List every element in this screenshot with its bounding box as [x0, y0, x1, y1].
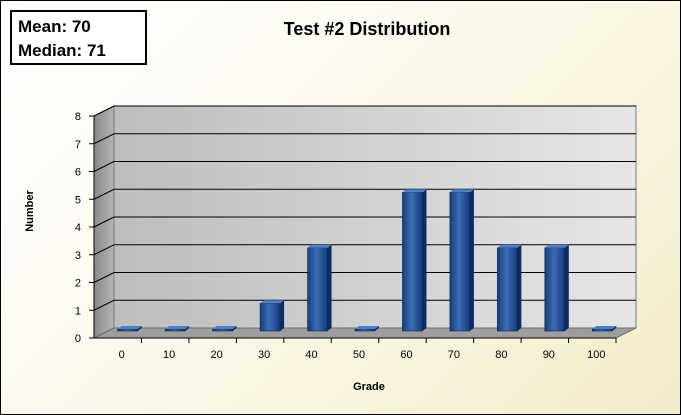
y-tick-label: 8	[75, 111, 81, 123]
bar	[591, 326, 617, 332]
bar-front	[354, 328, 376, 332]
bar-front	[259, 302, 281, 332]
x-tick-label: 80	[495, 349, 507, 361]
bar-front	[544, 247, 566, 332]
x-tick-label: 90	[543, 349, 555, 361]
mean-label: Mean: 70	[18, 17, 91, 36]
gridline	[93, 105, 636, 117]
y-tick-label: 7	[75, 139, 81, 151]
bar	[259, 300, 285, 332]
bar-front	[402, 191, 423, 332]
bar	[449, 189, 474, 332]
gridline	[93, 161, 636, 172]
x-tick-label: 20	[211, 349, 223, 361]
bar-side	[469, 189, 474, 331]
x-tick-label: 30	[258, 349, 270, 361]
y-tick-label: 5	[75, 194, 81, 206]
x-tick-label: 0	[119, 349, 125, 361]
x-tick-label: 70	[448, 349, 460, 361]
bar-front	[497, 247, 518, 332]
bar-front	[164, 328, 186, 332]
bar	[497, 244, 522, 332]
bar-side	[232, 326, 237, 331]
bar-side	[564, 244, 569, 331]
bar-top	[307, 244, 332, 248]
bar-top	[260, 300, 285, 304]
y-tick-label: 4	[75, 222, 81, 234]
bar-front	[307, 247, 328, 332]
bar	[212, 326, 237, 332]
bar	[402, 189, 427, 332]
gridline	[93, 133, 636, 145]
x-tick-label: 50	[353, 349, 365, 361]
y-tick-label: 3	[75, 250, 81, 262]
y-axis-title: Number	[24, 190, 36, 232]
bar-top	[402, 189, 427, 193]
bar-side	[375, 326, 379, 331]
bar-front	[449, 191, 471, 332]
bar-side	[612, 326, 617, 331]
y-tick-label: 2	[75, 278, 81, 290]
bar-side	[280, 300, 285, 331]
bar-top	[117, 326, 142, 329]
bar-side	[137, 326, 142, 331]
bar-side	[327, 244, 332, 331]
bar	[164, 326, 190, 332]
x-tick-label: 40	[305, 349, 317, 361]
x-tick-label: 10	[163, 349, 175, 361]
bar	[117, 326, 142, 332]
median-label: Median: 71	[18, 41, 106, 60]
bar-top	[449, 189, 474, 193]
bar-top	[165, 326, 190, 329]
y-tick-label: 6	[75, 167, 81, 179]
bar-top	[544, 244, 569, 248]
x-tick-label: 100	[587, 349, 605, 361]
x-tick-label: 60	[400, 349, 412, 361]
bar-side	[422, 189, 427, 331]
bar-front	[212, 328, 233, 332]
bar-top	[497, 244, 522, 248]
bar	[307, 244, 332, 332]
bar-top	[355, 326, 379, 329]
bar-front	[591, 328, 613, 332]
y-tick-label: 0	[75, 333, 81, 345]
bar-side	[517, 244, 522, 331]
stats-box: Mean: 70 Median: 71	[10, 10, 147, 65]
bar-side	[185, 326, 190, 331]
bar-top	[592, 326, 617, 329]
x-axis-title: Grade	[353, 381, 385, 393]
bar	[544, 244, 569, 332]
bar-top	[212, 326, 237, 329]
chart-title: Test #2 Distribution	[283, 19, 451, 39]
bar-front	[117, 328, 139, 332]
bar	[354, 326, 379, 332]
y-tick-label: 1	[75, 305, 81, 317]
